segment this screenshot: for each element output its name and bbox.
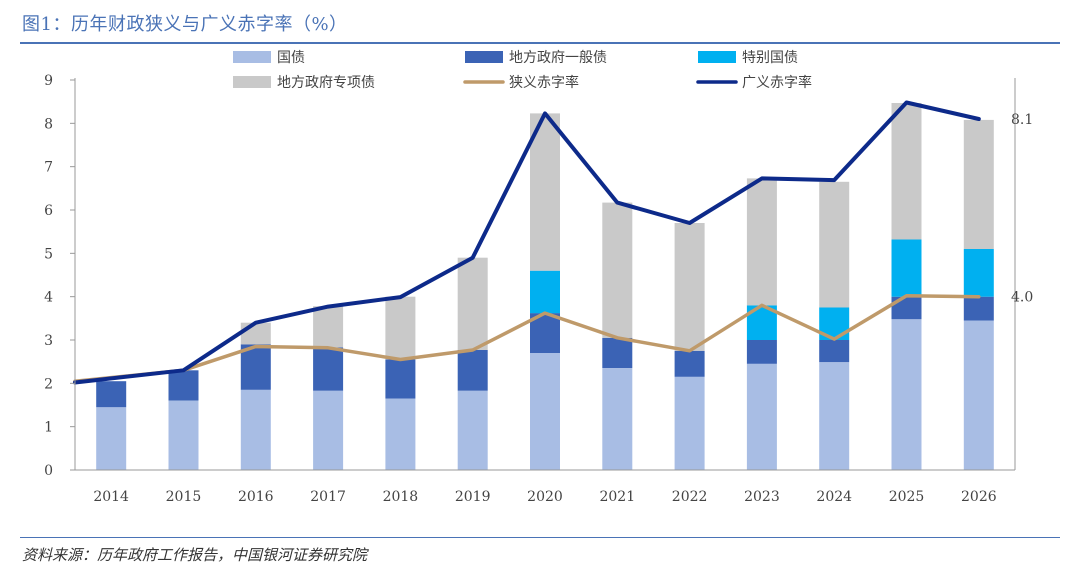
bar-地方政府专项债-2023	[746, 178, 777, 306]
y-tick-label-9: 9	[44, 73, 53, 89]
figure-title: 图1：历年财政狭义与广义赤字率（%）	[22, 14, 348, 35]
bar-地方政府专项债-2020	[530, 113, 560, 271]
bar-地方政府一般债-2023	[746, 340, 777, 364]
bar-国债-2018	[385, 398, 416, 470]
y-tick-label-2: 2	[44, 376, 53, 392]
x-tick-label-2016: 2016	[238, 489, 274, 505]
x-tick-label-2020: 2020	[527, 489, 563, 505]
bar-地方政府专项债-2017	[313, 306, 344, 348]
bar-地方政府专项债-2018	[385, 296, 416, 360]
chart-axes: 0 1 2 3 4 5 6 7 8 9 2014 2015 2016 2017 2018 2019 2020 20…	[44, 73, 1016, 505]
bar-地方政府专项债-2016	[240, 322, 271, 345]
bar-地方政府专项债-2021	[602, 202, 633, 338]
chart-annotations: 8.1 4.0	[1011, 112, 1033, 306]
x-tick-label-2017: 2017	[310, 489, 346, 505]
bar-国债-2022	[674, 376, 705, 470]
legend-label-广义赤字率: 广义赤字率	[742, 74, 812, 91]
line-狭义赤字率	[73, 294, 981, 383]
annotation-狭义赤字率-2026: 4.0	[1011, 290, 1033, 306]
x-tick-label-2024: 2024	[816, 489, 852, 505]
bar-地方政府一般债-2017	[313, 347, 344, 391]
bar-国债-2014	[96, 407, 127, 470]
bar-地方政府专项债-2025	[891, 103, 922, 240]
x-tick-label-2025: 2025	[889, 489, 925, 505]
bar-国债-2019	[457, 390, 488, 470]
bar-地方政府一般债-2022	[674, 350, 705, 377]
bar-地方政府一般债-2015	[168, 370, 199, 401]
bar-国债-2017	[313, 390, 344, 470]
bar-地方政府一般债-2018	[385, 359, 416, 399]
bar-国债-2026	[963, 320, 994, 470]
legend-label-国债: 国债	[277, 50, 305, 66]
legend-swatch-特别国债	[698, 51, 736, 63]
bar-地方政府专项债-2022	[674, 223, 705, 351]
bar-地方政府专项债-2019	[457, 257, 488, 350]
y-tick-label-6: 6	[44, 203, 53, 219]
legend-label-地方政府一般债: 地方政府一般债	[509, 50, 607, 66]
x-tick-label-2026: 2026	[961, 489, 997, 505]
x-tick-label-2018: 2018	[383, 489, 419, 505]
x-tick-label-2019: 2019	[455, 489, 491, 505]
y-tick-label-4: 4	[44, 290, 53, 306]
bar-stack-area	[96, 103, 994, 470]
bar-地方政府一般债-2021	[602, 337, 633, 369]
x-tick-label-2021: 2021	[599, 489, 635, 505]
annotation-广义赤字率-2026: 8.1	[1011, 112, 1033, 128]
bar-国债-2015	[168, 400, 199, 470]
bar-地方政府一般债-2026	[963, 296, 994, 321]
bar-国债-2020	[530, 353, 560, 470]
bar-地方政府专项债-2026	[963, 119, 994, 250]
x-tick-label-2022: 2022	[672, 489, 708, 505]
y-tick-label-3: 3	[44, 333, 53, 349]
bar-国债-2016	[240, 389, 271, 470]
y-tick-label-5: 5	[44, 246, 53, 262]
bar-国债-2021	[602, 368, 633, 470]
bar-地方政府一般债-2016	[240, 344, 271, 390]
y-tick-label-8: 8	[44, 116, 53, 132]
y-tick-label-1: 1	[44, 420, 53, 436]
legend-swatch-国债	[233, 51, 271, 63]
bar-国债-2024	[819, 362, 850, 470]
legend-label-特别国债: 特别国债	[742, 50, 798, 66]
bar-特别国债-2025	[891, 239, 922, 297]
bar-国债-2023	[746, 363, 777, 470]
legend-swatch-地方政府一般债	[465, 51, 503, 63]
x-tick-label-2015: 2015	[166, 489, 202, 505]
bar-地方政府一般债-2014	[96, 381, 127, 408]
legend-label-狭义赤字率: 狭义赤字率	[509, 74, 579, 91]
legend-label-地方政府专项债: 地方政府专项债	[277, 75, 375, 91]
bar-地方政府专项债-2024	[819, 181, 850, 308]
bar-国债-2025	[891, 319, 922, 470]
y-tick-label-7: 7	[44, 160, 53, 176]
x-tick-label-2023: 2023	[744, 489, 780, 505]
bar-特别国债-2020	[530, 270, 560, 314]
bar-特别国债-2026	[963, 249, 994, 297]
line-广义赤字率	[73, 100, 981, 385]
title-divider	[20, 42, 1060, 44]
legend-swatch-地方政府专项债	[233, 76, 271, 88]
line-series-area	[73, 100, 981, 385]
bar-地方政府一般债-2019	[457, 350, 488, 391]
source-note: 资料来源：历年政府工作报告，中国银河证券研究院	[22, 546, 368, 564]
x-tick-label-2014: 2014	[93, 489, 129, 505]
y-tick-label-0: 0	[44, 463, 53, 479]
source-divider	[20, 537, 1060, 538]
bar-地方政府一般债-2024	[819, 340, 850, 363]
